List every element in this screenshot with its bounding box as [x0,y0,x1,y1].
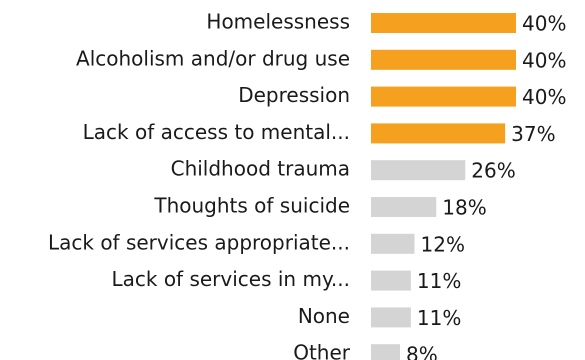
bar [371,160,466,181]
category-label: Other [293,341,351,360]
bar-row: Lack of services appropriate... 12% [48,230,465,256]
value-label: 40% [522,48,566,72]
bar [371,233,415,254]
bar [371,123,506,144]
value-label: 11% [417,269,461,293]
bar [371,270,411,291]
bar-row: None 11% [298,304,462,330]
value-label: 11% [417,306,461,330]
category-label: Alcoholism and/or drug use [76,46,350,70]
bar-row: Homelessness 40% [206,10,566,36]
bar [371,307,411,328]
bar [371,49,516,70]
category-label: Lack of services appropriate... [48,230,350,254]
category-label: None [298,304,350,328]
bar-row: Childhood trauma 26% [171,157,516,183]
bar [371,13,516,33]
bar-row: Thoughts of suicide 18% [153,194,486,220]
value-label: 12% [421,232,465,256]
value-label: 8% [406,343,438,360]
value-label: 26% [471,159,515,183]
value-label: 40% [522,85,566,109]
bar-row: Lack of services in my... 11% [111,267,461,293]
value-label: 37% [511,122,555,146]
bar [371,197,437,217]
value-label: 40% [522,12,566,36]
category-label: Lack of services in my... [111,267,350,291]
bar-row: Depression 40% [238,83,566,109]
bar-row: Lack of access to mental... 37% [83,120,556,146]
category-label: Thoughts of suicide [153,194,350,218]
category-label: Lack of access to mental... [83,120,350,144]
bar-row: Alcoholism and/or drug use 40% [76,46,566,72]
bar [371,86,516,107]
category-label: Homelessness [206,10,350,34]
bar-row: Other 8% [293,341,438,360]
category-label: Depression [238,83,350,107]
category-label: Childhood trauma [171,157,350,181]
value-label: 18% [442,196,486,220]
bar [371,344,400,360]
